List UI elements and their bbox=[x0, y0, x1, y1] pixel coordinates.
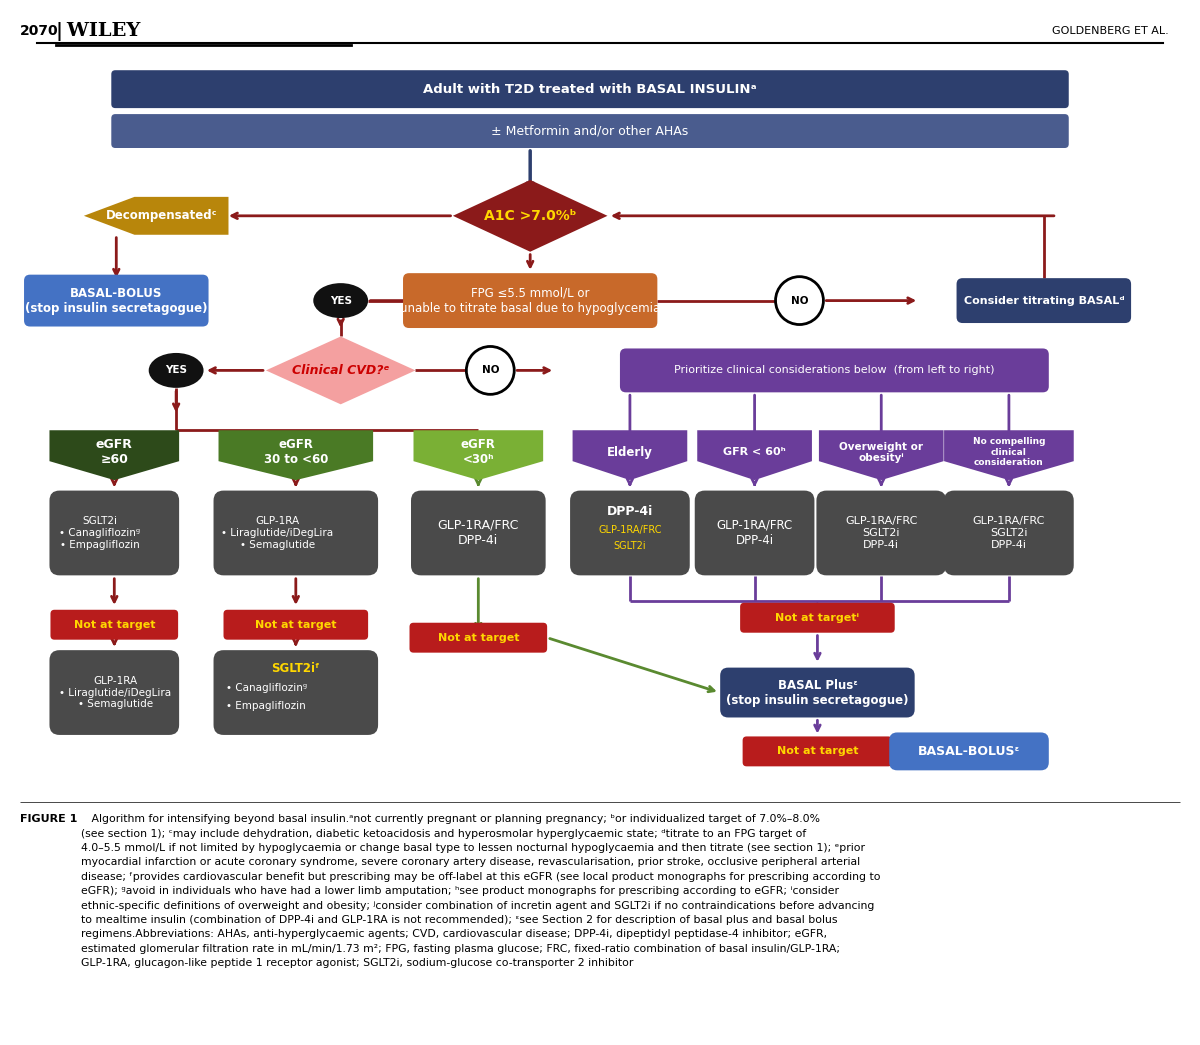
Text: BASAL-BOLUSᵋ: BASAL-BOLUSᵋ bbox=[918, 745, 1020, 758]
Polygon shape bbox=[266, 336, 415, 404]
Text: GLP-1RA/FRC
SGLT2i
DPP-4i: GLP-1RA/FRC SGLT2i DPP-4i bbox=[973, 516, 1045, 550]
Text: Consider titrating BASALᵈ: Consider titrating BASALᵈ bbox=[964, 296, 1124, 305]
FancyBboxPatch shape bbox=[112, 114, 1069, 148]
FancyBboxPatch shape bbox=[956, 278, 1132, 323]
Text: NO: NO bbox=[791, 296, 809, 305]
Text: BASAL-BOLUS
(stop insulin secretagogue): BASAL-BOLUS (stop insulin secretagogue) bbox=[25, 286, 208, 315]
FancyBboxPatch shape bbox=[214, 490, 378, 576]
FancyBboxPatch shape bbox=[24, 275, 209, 326]
Text: YES: YES bbox=[166, 366, 187, 375]
Text: GFR < 60ʰ: GFR < 60ʰ bbox=[724, 447, 786, 458]
FancyBboxPatch shape bbox=[49, 650, 179, 735]
FancyBboxPatch shape bbox=[695, 490, 815, 576]
Text: DPP-4i: DPP-4i bbox=[607, 505, 653, 517]
FancyBboxPatch shape bbox=[889, 733, 1049, 770]
Text: Prioritize clinical considerations below  (from left to right): Prioritize clinical considerations below… bbox=[674, 366, 995, 375]
Polygon shape bbox=[697, 431, 812, 480]
FancyBboxPatch shape bbox=[412, 490, 546, 576]
Text: Not at target: Not at target bbox=[256, 620, 336, 630]
Ellipse shape bbox=[313, 283, 368, 318]
Text: BASAL Plusᵋ
(stop insulin secretagogue): BASAL Plusᵋ (stop insulin secretagogue) bbox=[726, 678, 908, 706]
Text: Clinical CVD?ᵉ: Clinical CVD?ᵉ bbox=[292, 364, 390, 377]
Text: SGLT2i
• Canagliflozinᵍ
• Empagliflozin: SGLT2i • Canagliflozinᵍ • Empagliflozin bbox=[60, 516, 140, 550]
Text: | WILEY: | WILEY bbox=[56, 22, 140, 41]
FancyBboxPatch shape bbox=[570, 490, 690, 576]
FancyBboxPatch shape bbox=[49, 490, 179, 576]
Text: SGLT2i: SGLT2i bbox=[613, 541, 647, 551]
FancyBboxPatch shape bbox=[223, 610, 368, 640]
Polygon shape bbox=[572, 431, 688, 480]
Polygon shape bbox=[218, 431, 373, 480]
Text: SGLT2iᶠ: SGLT2iᶠ bbox=[271, 663, 320, 675]
FancyBboxPatch shape bbox=[816, 490, 946, 576]
Ellipse shape bbox=[149, 353, 204, 388]
Text: GLP-1RA/FRC
DPP-4i: GLP-1RA/FRC DPP-4i bbox=[438, 519, 520, 547]
Text: Overweight or
obesityⁱ: Overweight or obesityⁱ bbox=[839, 442, 923, 463]
Polygon shape bbox=[818, 431, 943, 480]
Text: Not at targetⁱ: Not at targetⁱ bbox=[775, 612, 859, 623]
Text: 2070: 2070 bbox=[19, 24, 58, 39]
Polygon shape bbox=[944, 431, 1074, 480]
Text: GLP-1RA
• Liraglutide/iDegLira
• Semaglutide: GLP-1RA • Liraglutide/iDegLira • Semaglu… bbox=[221, 516, 334, 550]
Text: ± Metformin and/or other AHAs: ± Metformin and/or other AHAs bbox=[492, 124, 689, 138]
Text: • Empagliflozin: • Empagliflozin bbox=[226, 700, 306, 711]
Text: FPG ≤5.5 mmol/L or
unable to titrate basal due to hypoglycemia: FPG ≤5.5 mmol/L or unable to titrate bas… bbox=[400, 286, 660, 315]
Text: Elderly: Elderly bbox=[607, 446, 653, 459]
FancyBboxPatch shape bbox=[409, 623, 547, 653]
Text: No compelling
clinical
consideration: No compelling clinical consideration bbox=[973, 438, 1045, 467]
FancyBboxPatch shape bbox=[743, 737, 893, 766]
Text: • Canagliflozinᵍ: • Canagliflozinᵍ bbox=[226, 682, 307, 693]
FancyBboxPatch shape bbox=[944, 490, 1074, 576]
Text: eGFR
30 to <60: eGFR 30 to <60 bbox=[264, 438, 328, 466]
Polygon shape bbox=[84, 196, 228, 235]
Polygon shape bbox=[49, 431, 179, 480]
Text: eGFR
<30ʰ: eGFR <30ʰ bbox=[461, 438, 496, 466]
Text: Adult with T2D treated with BASAL INSULINᵃ: Adult with T2D treated with BASAL INSULI… bbox=[424, 83, 757, 96]
Text: Algorithm for intensifying beyond basal insulin.ᵃnot currently pregnant or plann: Algorithm for intensifying beyond basal … bbox=[82, 814, 881, 969]
Text: FIGURE 1: FIGURE 1 bbox=[19, 814, 77, 825]
Text: GLP-1RA
• Liraglutide/iDegLira
• Semaglutide: GLP-1RA • Liraglutide/iDegLira • Semaglu… bbox=[60, 676, 172, 710]
Text: YES: YES bbox=[330, 296, 352, 305]
FancyBboxPatch shape bbox=[740, 603, 895, 632]
Text: GLP-1RA/FRC
DPP-4i: GLP-1RA/FRC DPP-4i bbox=[716, 519, 793, 547]
Text: Not at target: Not at target bbox=[776, 746, 858, 757]
Text: Decompensatedᶜ: Decompensatedᶜ bbox=[106, 209, 217, 223]
Text: eGFR
≥60: eGFR ≥60 bbox=[96, 438, 133, 466]
Circle shape bbox=[775, 277, 823, 325]
Text: Not at target: Not at target bbox=[438, 632, 520, 643]
Polygon shape bbox=[414, 431, 544, 480]
Text: Not at target: Not at target bbox=[73, 620, 155, 630]
Text: NO: NO bbox=[481, 366, 499, 375]
FancyBboxPatch shape bbox=[403, 273, 658, 328]
Circle shape bbox=[467, 347, 515, 394]
Text: GLP-1RA/FRC
SGLT2i
DPP-4i: GLP-1RA/FRC SGLT2i DPP-4i bbox=[845, 516, 918, 550]
Text: GLP-1RA/FRC: GLP-1RA/FRC bbox=[598, 525, 661, 535]
FancyBboxPatch shape bbox=[620, 348, 1049, 392]
FancyBboxPatch shape bbox=[50, 610, 178, 640]
FancyBboxPatch shape bbox=[112, 70, 1069, 108]
Text: A1C >7.0%ᵇ: A1C >7.0%ᵇ bbox=[484, 209, 576, 223]
FancyBboxPatch shape bbox=[720, 668, 914, 718]
Polygon shape bbox=[452, 180, 607, 252]
Text: GOLDENBERG ET AL.: GOLDENBERG ET AL. bbox=[1051, 26, 1169, 37]
FancyBboxPatch shape bbox=[214, 650, 378, 735]
